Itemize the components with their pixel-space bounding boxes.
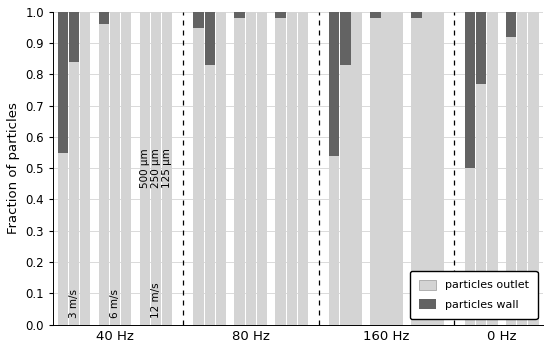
Bar bbox=[276, 18, 286, 324]
Bar bbox=[351, 12, 362, 324]
Legend: particles outlet, particles wall: particles outlet, particles wall bbox=[410, 271, 537, 319]
Bar bbox=[140, 12, 150, 324]
Bar bbox=[287, 12, 297, 324]
Bar bbox=[121, 12, 131, 324]
Bar bbox=[194, 28, 204, 324]
Bar bbox=[506, 12, 516, 37]
Bar bbox=[234, 12, 245, 18]
Bar bbox=[58, 12, 68, 153]
Bar bbox=[340, 12, 351, 65]
Bar bbox=[476, 84, 486, 324]
Bar bbox=[370, 12, 381, 18]
Bar bbox=[205, 12, 215, 65]
Bar bbox=[110, 12, 120, 324]
Bar bbox=[234, 18, 245, 324]
Bar bbox=[329, 156, 339, 324]
Bar bbox=[465, 168, 475, 324]
Bar bbox=[80, 12, 90, 324]
Bar bbox=[506, 37, 516, 324]
Bar bbox=[151, 12, 161, 324]
Text: 500 μm: 500 μm bbox=[140, 148, 150, 188]
Bar bbox=[69, 12, 79, 62]
Bar bbox=[257, 12, 267, 324]
Bar bbox=[381, 12, 392, 324]
Text: 3 m/s: 3 m/s bbox=[69, 289, 79, 318]
Bar bbox=[517, 12, 527, 324]
Bar bbox=[476, 12, 486, 84]
Bar bbox=[411, 12, 421, 18]
Text: 12 m/s: 12 m/s bbox=[151, 282, 161, 318]
Bar bbox=[340, 65, 351, 324]
Bar bbox=[205, 65, 215, 324]
Bar bbox=[98, 12, 109, 24]
Bar bbox=[433, 12, 444, 324]
Bar bbox=[393, 12, 403, 324]
Text: 6 m/s: 6 m/s bbox=[110, 289, 120, 318]
Bar bbox=[58, 153, 68, 324]
Bar bbox=[411, 18, 421, 324]
Bar bbox=[216, 12, 226, 324]
Bar bbox=[370, 18, 381, 324]
Bar bbox=[329, 12, 339, 156]
Bar bbox=[69, 62, 79, 324]
Text: 125 μm: 125 μm bbox=[162, 148, 172, 188]
Bar bbox=[245, 12, 256, 324]
Bar bbox=[98, 25, 109, 324]
Bar bbox=[487, 12, 498, 324]
Bar bbox=[528, 12, 538, 324]
Bar bbox=[298, 12, 308, 324]
Bar bbox=[194, 12, 204, 28]
Y-axis label: Fraction of particles: Fraction of particles bbox=[7, 102, 20, 234]
Bar bbox=[422, 12, 433, 324]
Text: 250 μm: 250 μm bbox=[151, 148, 161, 188]
Bar bbox=[465, 12, 475, 168]
Bar bbox=[162, 12, 173, 324]
Bar bbox=[276, 12, 286, 18]
